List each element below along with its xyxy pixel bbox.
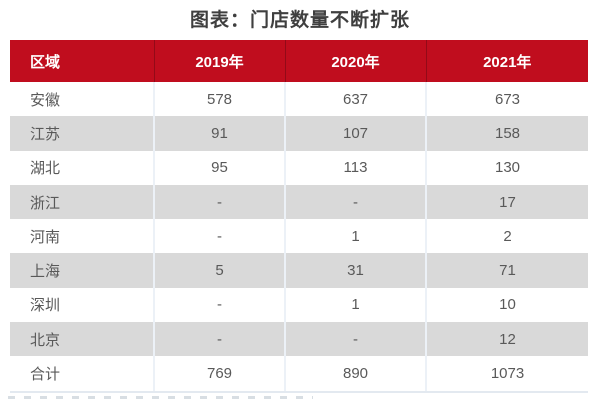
value-cell: 2 (425, 219, 588, 254)
value-cell: 95 (153, 150, 285, 185)
value-cell: 31 (284, 253, 426, 288)
page-title: 图表：门店数量不断扩张 (189, 10, 410, 31)
value-cell: 10 (425, 287, 588, 323)
region-cell: 上海 (30, 263, 61, 281)
value-cell: - (284, 322, 426, 357)
region-cell: 合计 (10, 356, 154, 393)
region-cell: 湖北 (30, 160, 61, 178)
table-header: 区域 2019年 2020年 2021年 (10, 40, 588, 82)
value-cell: 91 (153, 116, 285, 151)
clipped-source-text-fragment (8, 396, 313, 399)
value-cell: 1073 (425, 356, 588, 393)
value-cell: - (153, 322, 285, 357)
value-cell: 158 (425, 116, 588, 151)
value-cell: 1 (284, 219, 426, 254)
region-cell: 深圳 (30, 297, 61, 315)
year-column-header: 2021年 (425, 40, 588, 82)
value-cell: 769 (153, 356, 285, 393)
region-cell: 河南 (30, 228, 61, 246)
value-cell: 673 (425, 82, 588, 117)
region-cell: 浙江 (30, 194, 61, 212)
value-cell: - (284, 184, 426, 220)
region-cell: 江苏 (30, 125, 61, 143)
table-row: 深圳 -1 10 (10, 287, 588, 323)
value-cell: 637 (284, 82, 426, 117)
table-row: 湖北 95 113 130 (10, 150, 588, 185)
year-column-header: 2020年 (284, 40, 426, 82)
table-row: 江苏 91 107 158 (10, 116, 588, 151)
value-cell: 1 (284, 287, 426, 323)
value-cell: 17 (425, 184, 588, 220)
table-row: 上海 5 31 71 (10, 253, 588, 288)
table-row: 北京 - -12 (10, 322, 588, 357)
value-cell: 5 (153, 253, 285, 288)
region-cell: 北京 (30, 331, 61, 349)
table-row: 安徽 578 637 673 (10, 82, 588, 117)
value-cell: 130 (425, 150, 588, 185)
table-body: 安徽 578 637 673 江苏 91 107 158 湖北 95 113 130 浙江 - -17 河南 -… (10, 82, 588, 393)
value-cell: 113 (284, 150, 426, 185)
region-cell: 安徽 (30, 91, 61, 109)
value-cell: - (153, 219, 285, 254)
value-cell: - (153, 287, 285, 323)
table-row: 合计 769 890 1073 (10, 356, 588, 393)
value-cell: 890 (284, 356, 426, 393)
header-row: 区域 2019年 2020年 2021年 (10, 40, 588, 82)
value-cell: 12 (425, 322, 588, 357)
table-row: 河南 -1 2 (10, 219, 588, 254)
value-cell: - (153, 184, 285, 220)
value-cell: 107 (284, 116, 426, 151)
store-count-table: 区域 2019年 2020年 2021年 安徽 578 637 673 江苏 91 107 158 湖… (10, 40, 588, 393)
value-cell: 71 (425, 253, 588, 288)
value-cell: 578 (153, 82, 285, 117)
region-column-header: 区域 (10, 40, 154, 82)
year-column-header: 2019年 (153, 40, 285, 82)
table-row: 浙江 - -17 (10, 184, 588, 220)
